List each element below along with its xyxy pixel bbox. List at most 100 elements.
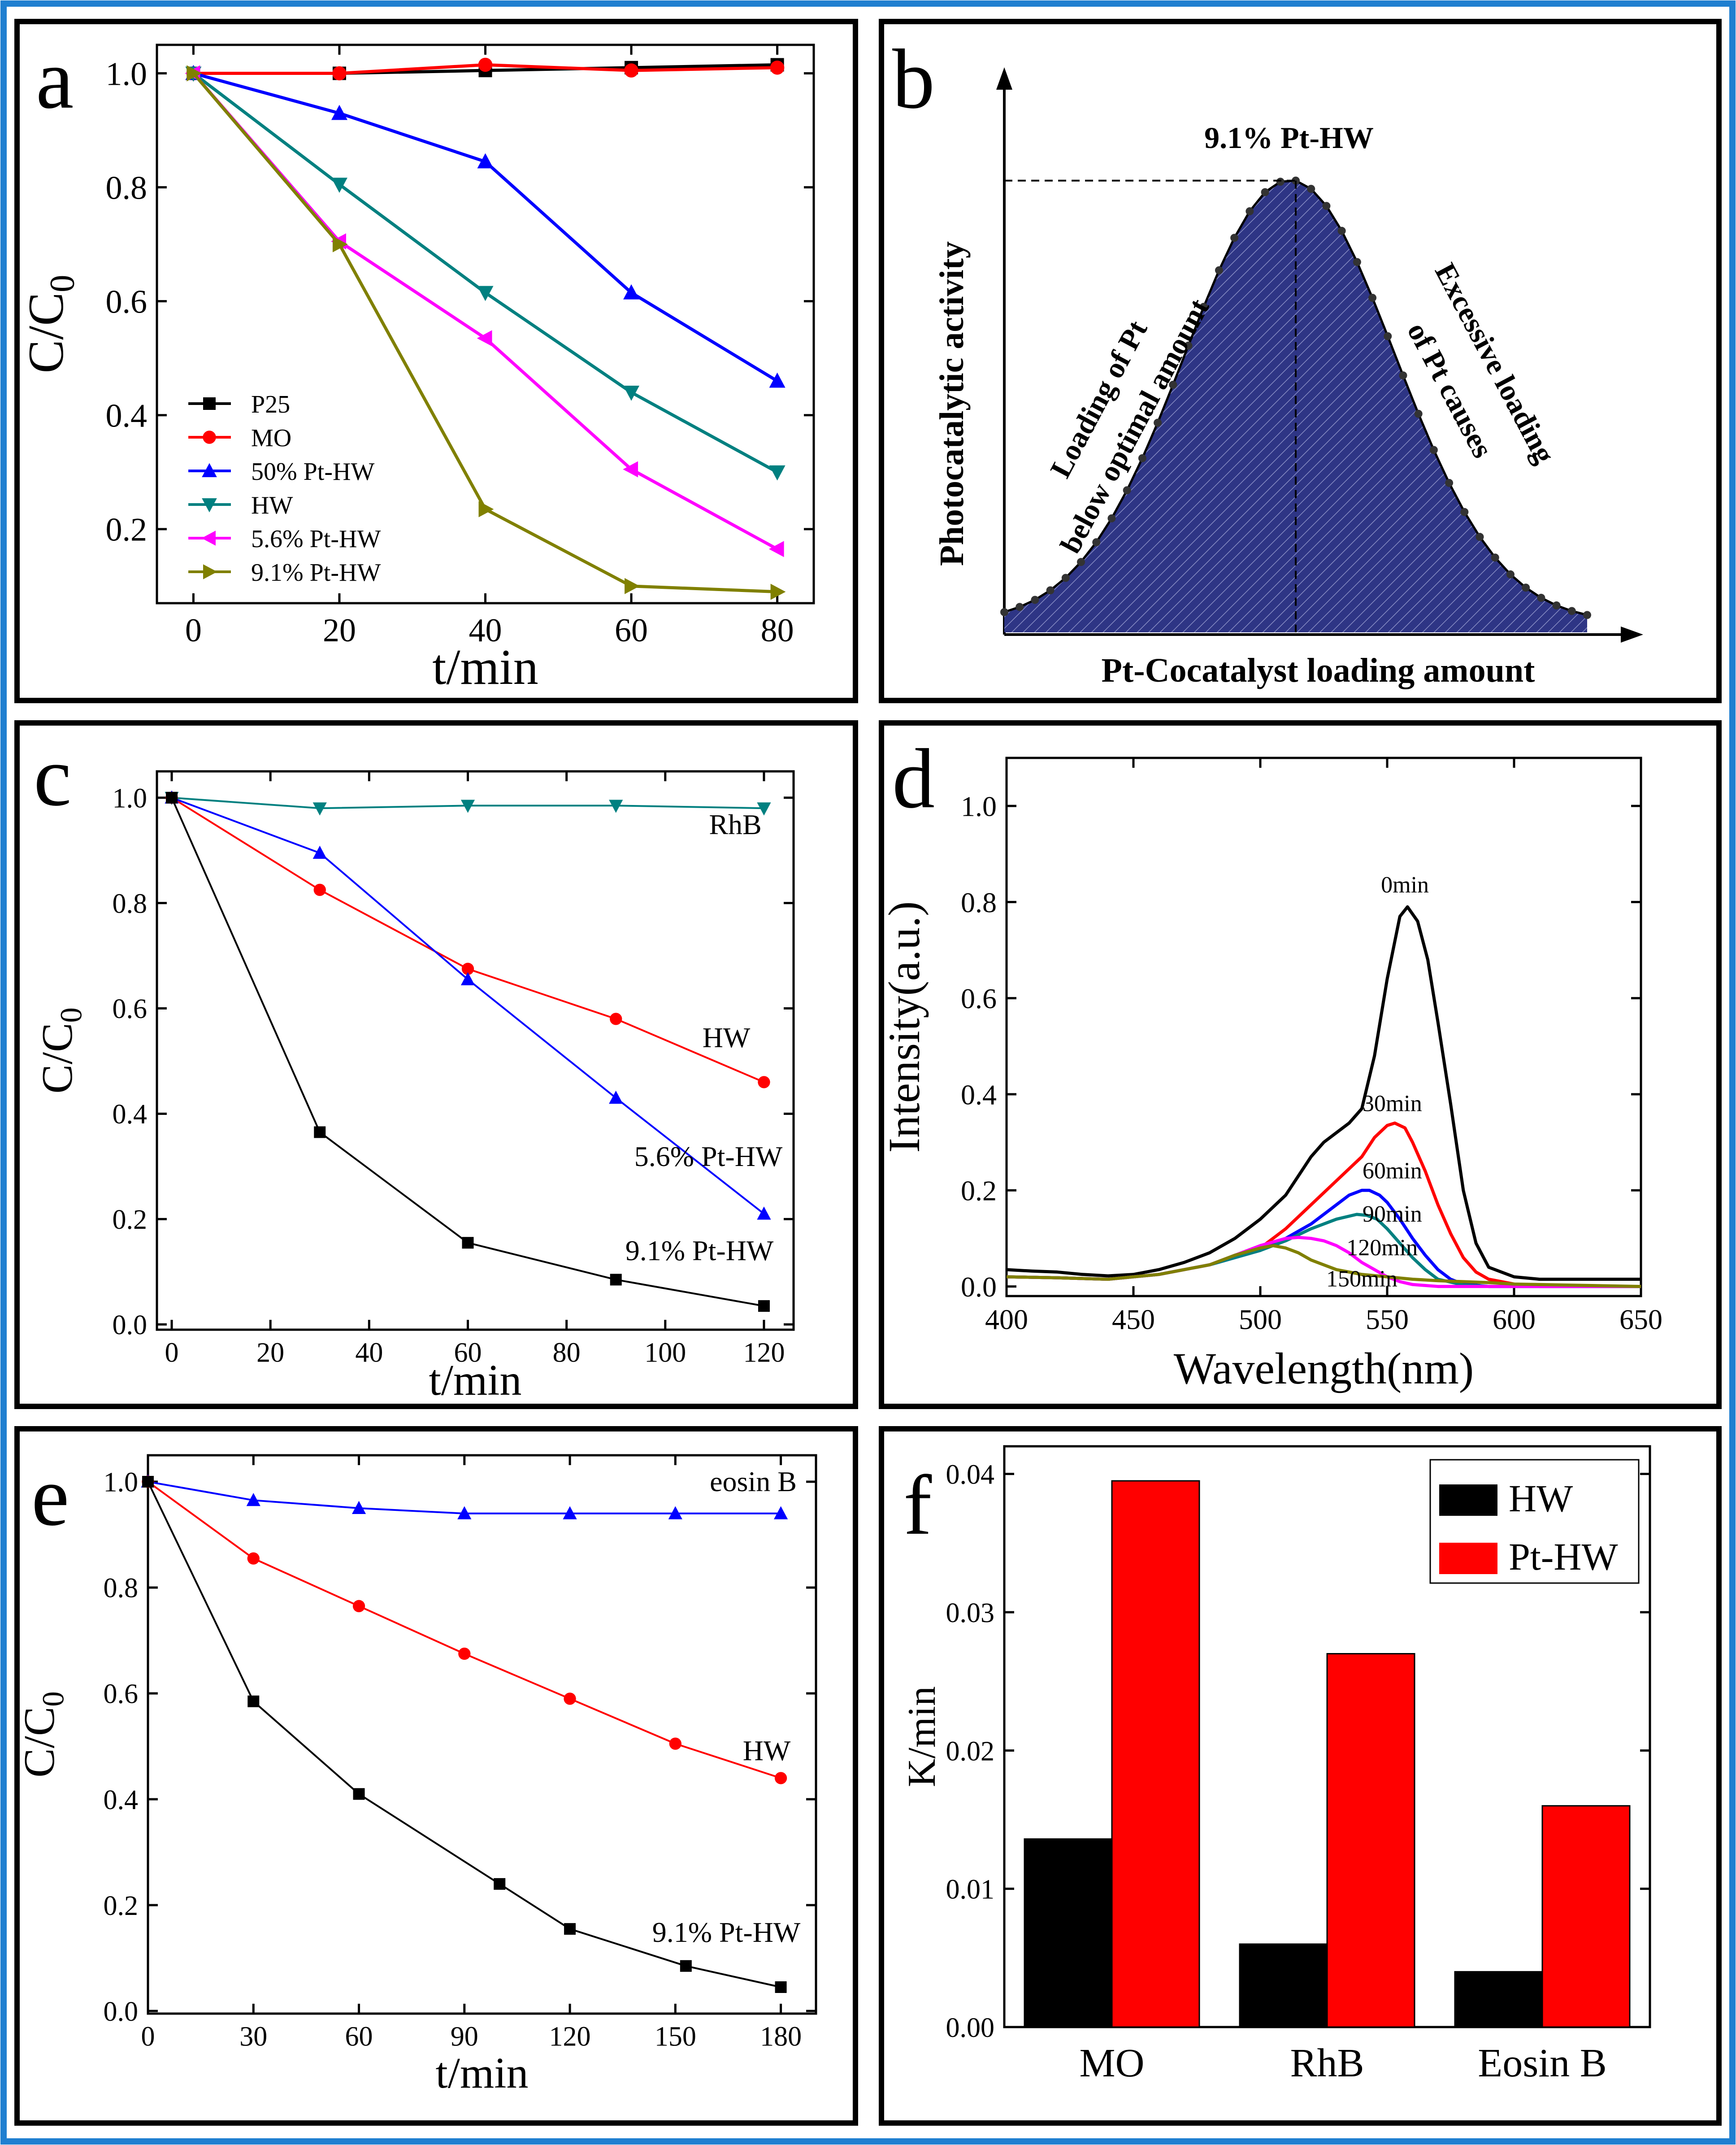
x-tick-label: 0 <box>185 612 202 649</box>
data-point <box>457 1506 472 1519</box>
x-axis-label: Wavelength(nm) <box>1174 1344 1474 1393</box>
x-tick-label: 0 <box>165 1337 179 1368</box>
y-axis-label-main: Intensity(a.u.) <box>879 901 929 1153</box>
x-tick-label: 30 <box>239 2021 267 2052</box>
curve-point <box>1414 409 1423 418</box>
data-point <box>312 802 327 816</box>
data-point <box>623 461 638 478</box>
y-tick-label: 0.4 <box>106 398 148 435</box>
legend-marker <box>202 463 217 477</box>
curve-point <box>1476 533 1484 541</box>
data-point <box>458 1647 471 1660</box>
bar-hw-eosin-b <box>1454 1971 1543 2028</box>
y-tick-label: 0.8 <box>961 887 997 918</box>
data-point <box>774 1772 787 1784</box>
curve-point <box>1353 258 1361 266</box>
panel-d-frame <box>879 720 1722 1409</box>
data-point <box>757 1206 771 1220</box>
x-tick-label: 180 <box>760 2021 802 2052</box>
y-tick-label: 0.03 <box>946 1598 995 1628</box>
legend-label: MO <box>251 424 291 452</box>
y-tick-label: 0.01 <box>946 1875 995 1905</box>
x-tick-label: 400 <box>985 1304 1028 1336</box>
legend-label: 5.6% Pt-HW <box>251 525 381 553</box>
curve-point <box>1506 570 1515 579</box>
curve-point <box>1583 611 1591 619</box>
x-tick-label: 120 <box>549 2021 591 2052</box>
curve-label: 30min <box>1363 1091 1422 1117</box>
curve-point <box>1337 226 1346 235</box>
data-point <box>775 1981 787 1993</box>
curve-point <box>1368 294 1377 302</box>
x-tick-label: 60 <box>615 612 648 649</box>
y-tick-label: 0.6 <box>106 284 148 321</box>
y-tick-label: 1.0 <box>961 791 997 822</box>
data-point <box>352 1501 366 1514</box>
y-tick-label: 0.2 <box>113 1205 148 1235</box>
data-point <box>478 57 493 72</box>
y-tick-label: 0.04 <box>946 1460 995 1490</box>
x-axis-label: t/min <box>436 2049 529 2097</box>
y-axis-arrow <box>996 67 1012 90</box>
data-point <box>757 802 771 816</box>
y-axis-label-sub: 0 <box>43 275 82 292</box>
curve-point <box>1384 332 1392 340</box>
y-tick-label: 0.0 <box>113 1310 148 1340</box>
curve-point <box>1307 185 1315 193</box>
panel-letter: b <box>892 32 935 126</box>
y-tick-label: 0.8 <box>106 170 148 207</box>
curve-point <box>1261 188 1269 196</box>
data-point <box>668 1506 682 1519</box>
curve-point <box>1215 266 1223 274</box>
bar-hw-rhb <box>1239 1943 1328 2028</box>
series-line-5 <box>1006 1244 1641 1288</box>
data-point <box>142 1476 154 1488</box>
curve-point <box>1138 454 1146 462</box>
x-tick-label: 80 <box>553 1337 581 1368</box>
y-axis-label: Intensity(a.u.) <box>879 901 929 1153</box>
curve-point <box>1552 601 1561 610</box>
legend-swatch <box>1439 1484 1497 1516</box>
data-point <box>353 1788 365 1800</box>
bar-hw-mo <box>1024 1838 1113 2028</box>
data-point <box>332 66 347 81</box>
data-point <box>477 153 494 169</box>
x-tick-label: 80 <box>761 612 794 649</box>
data-point <box>768 541 784 557</box>
data-point <box>352 1600 365 1612</box>
curve-point <box>1046 586 1055 595</box>
y-axis-label: K/min <box>900 1686 944 1787</box>
x-tick-label: 20 <box>256 1337 284 1368</box>
data-point <box>313 883 326 896</box>
data-point <box>477 330 492 347</box>
y-axis-label-main: C/C <box>33 1023 82 1094</box>
data-point <box>758 1300 770 1312</box>
y-axis-label-main: C/C <box>15 1707 64 1778</box>
data-point <box>564 1923 576 1935</box>
curve-label: 90min <box>1363 1201 1422 1227</box>
curve-point <box>1429 446 1438 454</box>
curve-point <box>1016 603 1024 611</box>
curve-label: 150min <box>1326 1266 1397 1292</box>
curve-point <box>1246 207 1254 216</box>
curve-point <box>1092 538 1101 547</box>
data-point <box>564 1693 576 1705</box>
panel-letter: c <box>34 730 71 824</box>
curve-point <box>1031 596 1039 604</box>
x-tick-label: 20 <box>323 612 356 649</box>
y-tick-label: 0.8 <box>113 888 148 919</box>
y-tick-label: 0.6 <box>113 994 148 1024</box>
series-label: HW <box>743 1735 791 1766</box>
series-label: 5.6% Pt-HW <box>634 1140 783 1172</box>
bar-pt-hw-mo <box>1111 1480 1200 2028</box>
x-tick-label: 500 <box>1239 1304 1282 1336</box>
legend-label: 50% Pt-HW <box>251 458 374 486</box>
panel-a-frame <box>14 19 858 703</box>
data-point <box>331 104 347 120</box>
legend-marker <box>202 498 217 513</box>
data-point <box>669 1737 681 1750</box>
x-tick-label: 550 <box>1366 1304 1409 1336</box>
x-category-label: MO <box>1079 2041 1144 2085</box>
legend-swatch <box>1439 1543 1497 1574</box>
bar-pt-hw-eosin-b <box>1541 1805 1631 2028</box>
